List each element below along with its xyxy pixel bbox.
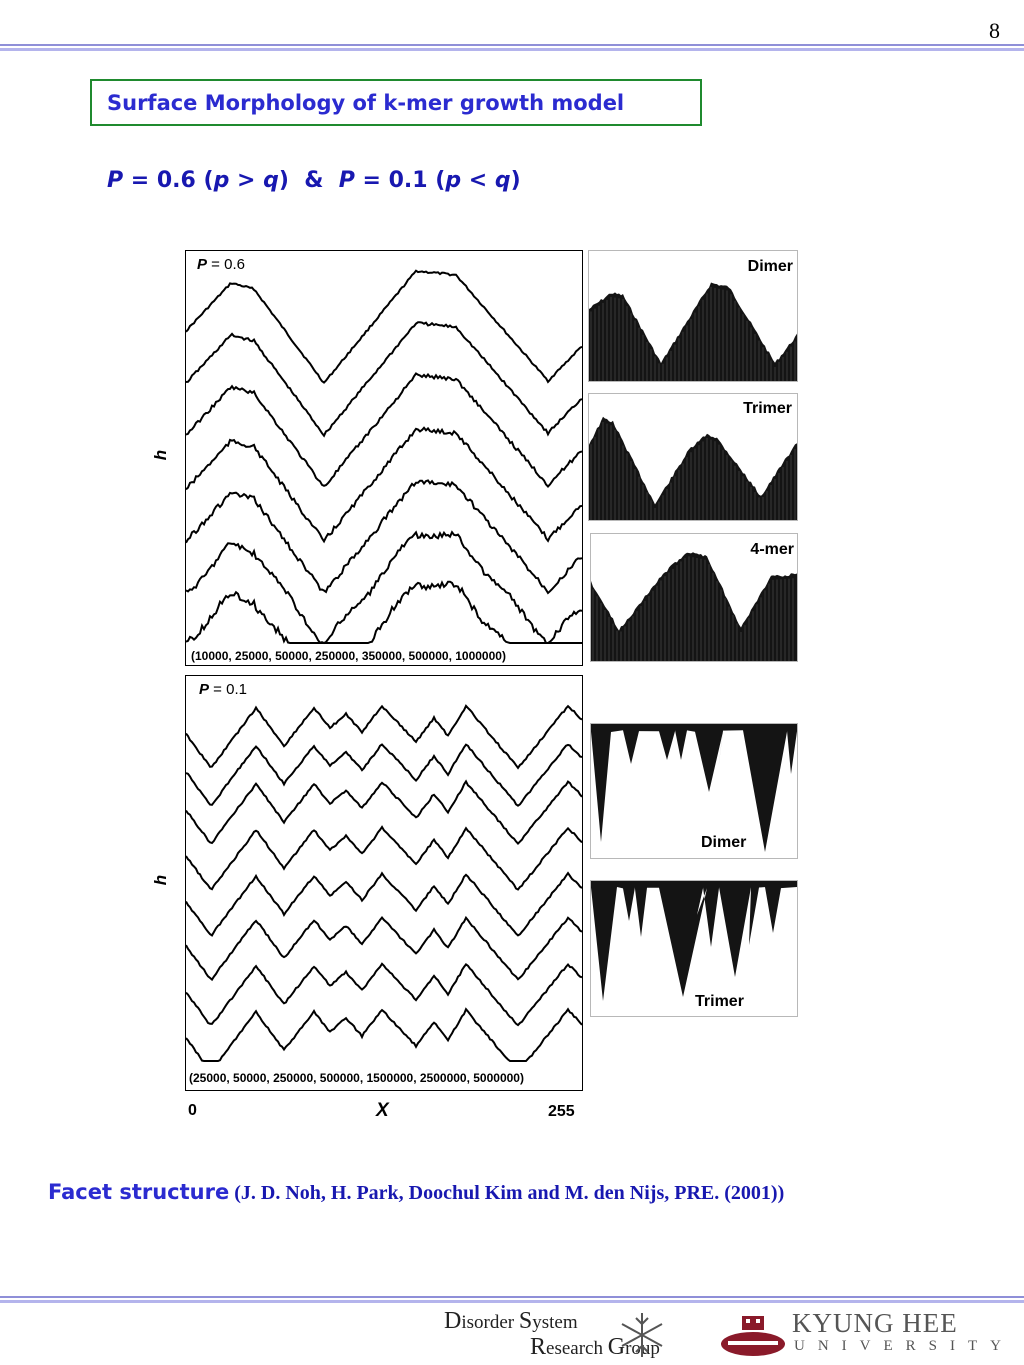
logo-group-word-isorder: isorder xyxy=(461,1312,519,1333)
surface-profile-p01 xyxy=(186,779,582,846)
kyung-hee-logo: KYUNG HEE UNIVERSITY xyxy=(718,1308,1018,1360)
thumb-trimer-p06: Trimer xyxy=(588,393,798,521)
thumb-dimer-p01: Dimer xyxy=(590,723,798,859)
surface-profile-p06 xyxy=(186,269,582,384)
subtitle-p2-cond-a: p xyxy=(445,168,462,193)
subtitle-p1-rest: = 0.6 ( xyxy=(123,168,214,193)
surface-profile-p06 xyxy=(186,580,582,644)
panel-p01-label: P = 0.1 xyxy=(199,681,247,698)
panel-p01: P = 0.1 (25000, 50000, 250000, 500000, 1… xyxy=(185,675,583,1091)
surface-profile-p06 xyxy=(186,372,582,488)
panel-p01-label-value: = 0.1 xyxy=(209,681,247,698)
logo-group-letter-g: G xyxy=(607,1334,626,1360)
thumb-dimer-p01-label: Dimer xyxy=(701,834,747,851)
surface-profile-p01 xyxy=(186,743,582,807)
footer-heading: Facet structure xyxy=(48,1180,230,1204)
logo-group-letter-r: R xyxy=(530,1334,547,1360)
thumb-trimer-p01: Trimer xyxy=(590,880,798,1017)
logo-group-line1: Disorder System xyxy=(444,1308,578,1335)
panel-p06-label: P = 0.6 xyxy=(197,256,245,273)
surface-profile-p01 xyxy=(186,825,582,891)
subtitle: P = 0.6 (p > q) & P = 0.1 (p < q) xyxy=(107,168,521,193)
surface-profile-p06 xyxy=(186,530,582,645)
logo-univ-name: KYUNG HEE xyxy=(792,1308,958,1338)
surface-profile-p01 xyxy=(186,704,582,770)
panel-p01-caption: (25000, 50000, 250000, 500000, 1500000, … xyxy=(189,1071,524,1085)
logo-group-word-esearch: esearch xyxy=(546,1338,608,1359)
header-rule xyxy=(0,44,1024,51)
research-group-logo: Disorder System Research Group xyxy=(444,1308,704,1360)
dimer-surface-p01 xyxy=(591,730,797,858)
snowflake-icon xyxy=(621,1313,663,1357)
x-axis-max: 255 xyxy=(548,1103,575,1120)
surface-profile-p06 xyxy=(186,321,582,438)
surface-profile-p01 xyxy=(186,962,582,1027)
thumb-trimer-p06-surface xyxy=(589,416,797,520)
subtitle-p2-close: ) xyxy=(510,168,521,193)
subtitle-p1-cond-a: p xyxy=(213,168,230,193)
fourmer-surface-p06 xyxy=(591,552,797,661)
surface-profile-p06 xyxy=(186,479,582,595)
subtitle-p1-cond-b: q xyxy=(263,168,279,193)
panel-p06: P = 0.6 (10000, 25000, 50000, 250000, 35… xyxy=(185,250,583,666)
thumb-trimer-p01-surface xyxy=(591,881,797,1016)
slide-title: Surface Morphology of k-mer growth model xyxy=(107,90,625,115)
panel-p06-label-var: P xyxy=(197,256,208,273)
thumb-4mer-p06-label: 4-mer xyxy=(750,541,794,558)
trimer-surface-p06 xyxy=(589,416,797,520)
panel-p06-caption: (10000, 25000, 50000, 250000, 350000, 50… xyxy=(191,649,506,663)
footer-reference: (J. D. Noh, H. Park, Doochul Kim and M. … xyxy=(229,1182,785,1204)
logo-group-letter-d: D xyxy=(444,1308,462,1334)
university-emblem-icon xyxy=(721,1316,785,1356)
surface-profile-p06 xyxy=(186,426,582,544)
dimer-surface-p06 xyxy=(589,282,797,381)
trimer-surface-p01 xyxy=(591,887,797,1016)
panel-p01-label-var: P xyxy=(199,681,210,698)
thumb-4mer-p06: 4-mer xyxy=(590,533,798,662)
surface-profile-p01 xyxy=(186,915,582,982)
thumb-trimer-p06-label: Trimer xyxy=(743,400,792,417)
thumb-dimer-p01-surface xyxy=(591,724,797,858)
subtitle-p1-var: P xyxy=(107,168,124,193)
thumb-dimer-p06: Dimer xyxy=(588,250,798,382)
panel-p06-ylabel: h xyxy=(151,449,171,461)
subtitle-p2-cond-b: q xyxy=(494,168,511,193)
thumb-trimer-p01-label: Trimer xyxy=(695,993,744,1010)
panel-p06-label-value: = 0.6 xyxy=(207,256,245,273)
subtitle-p2-rest: = 0.1 ( xyxy=(354,168,446,193)
thumb-dimer-p06-label: Dimer xyxy=(747,258,793,275)
x-axis-label: X xyxy=(376,1100,389,1121)
x-axis-min: 0 xyxy=(188,1102,197,1119)
subtitle-p2-cond-op: < xyxy=(461,168,495,193)
surface-profile-p01 xyxy=(186,1007,582,1062)
title-box: Surface Morphology of k-mer growth model xyxy=(90,79,702,126)
subtitle-amp: & xyxy=(288,168,339,193)
thumb-4mer-p06-surface xyxy=(591,552,797,661)
surface-profile-p01 xyxy=(186,871,582,937)
page-number: 8 xyxy=(989,18,1000,43)
subtitle-p1-close: ) xyxy=(278,168,289,193)
footer-rule xyxy=(0,1296,1024,1303)
subtitle-p2-var: P xyxy=(338,168,355,193)
thumb-dimer-p06-surface xyxy=(589,282,797,381)
profile-plot-p01 xyxy=(186,704,582,1062)
footer-citation: Facet structure (J. D. Noh, H. Park, Doo… xyxy=(48,1180,784,1205)
logo-group-word-ystem: ystem xyxy=(532,1312,578,1333)
panel-p01-ylabel: h xyxy=(151,874,171,886)
profile-plot-p06 xyxy=(186,269,582,645)
logo-group-letter-s: S xyxy=(518,1308,533,1334)
subtitle-p1-cond-op: > xyxy=(229,168,264,193)
logo-univ-word: UNIVERSITY xyxy=(794,1338,1014,1354)
